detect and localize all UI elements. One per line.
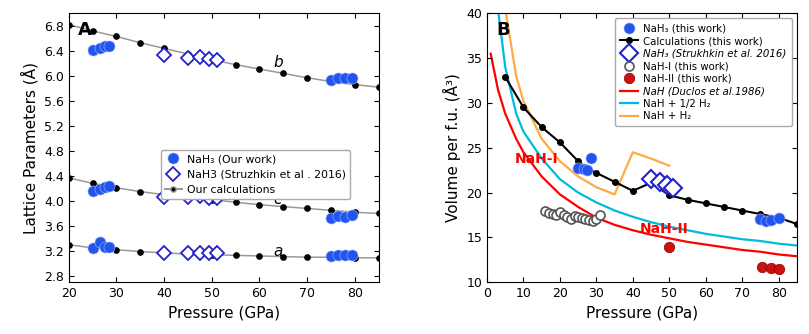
Text: B: B xyxy=(497,21,510,39)
Y-axis label: Lattice Parameters (Å): Lattice Parameters (Å) xyxy=(21,62,39,234)
Text: NaH-II: NaH-II xyxy=(640,222,689,236)
X-axis label: Pressure (GPa): Pressure (GPa) xyxy=(167,306,280,321)
Text: c: c xyxy=(273,192,282,207)
X-axis label: Pressure (GPa): Pressure (GPa) xyxy=(586,306,698,321)
Text: NaH-I: NaH-I xyxy=(515,152,558,166)
Text: a: a xyxy=(273,244,283,259)
Y-axis label: Volume per f.u. (Å³): Volume per f.u. (Å³) xyxy=(443,73,461,222)
Text: A: A xyxy=(78,21,92,39)
Legend: NaH₃ (this work), Calculations (this work), NaH₃ (Strukhkin et al. 2016), NaH-I : NaH₃ (this work), Calculations (this wor… xyxy=(615,18,792,126)
Legend: NaH₃ (Our work), NaH3 (Struzhkin et al . 2016), Our calculations: NaH₃ (Our work), NaH3 (Struzhkin et al .… xyxy=(161,150,350,199)
Text: b: b xyxy=(273,55,283,70)
